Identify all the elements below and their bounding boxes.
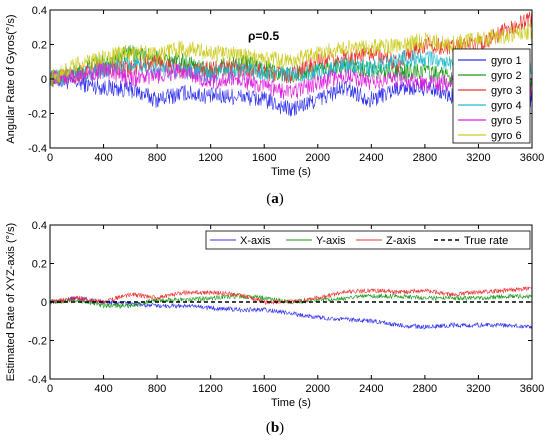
x-tick-label: 1200: [198, 383, 222, 395]
series-line-gyro-1: [50, 70, 532, 117]
y-tick-label: -0.2: [28, 109, 47, 121]
legend-label: Z-axis: [386, 235, 416, 247]
series-line-gyro-4: [50, 49, 532, 88]
series-line-gyro-6: [50, 23, 532, 87]
y-tick-label: 0: [41, 297, 47, 309]
series-line-gyro-5: [50, 62, 532, 100]
x-tick-label: 2400: [359, 383, 383, 395]
legend-label: gyro 5: [491, 115, 522, 127]
series-line-x-axis: [50, 296, 532, 330]
legend: gyro 1 gyro 2 gyro 3 gyro 4 gyro 5 gyro 6: [452, 48, 531, 144]
legend-label: gyro 6: [491, 130, 522, 142]
caption-close-paren: ): [279, 420, 284, 436]
panel-caption: (a): [266, 191, 284, 207]
y-tick-label: 0.2: [32, 259, 47, 271]
y-axis-label: Angular Rate of Gyros(°/s): [5, 14, 17, 143]
x-tick-label: 1600: [252, 152, 276, 164]
legend: X-axis Y-axis Z-axis True rate: [205, 230, 531, 250]
x-axis-label: Time (s): [271, 166, 311, 178]
legend-label: X-axis: [240, 235, 271, 247]
legend-box: [452, 48, 531, 144]
x-tick-label: 0: [47, 152, 53, 164]
legend-label: gyro 2: [491, 70, 522, 82]
x-tick-label: 2400: [359, 152, 383, 164]
y-axis-label: Estimated Rate of XYZ-axis (°/s): [5, 223, 17, 381]
y-tick-label: 0.2: [32, 40, 47, 52]
legend-label: Y-axis: [316, 235, 346, 247]
x-tick-label: 800: [148, 383, 166, 395]
x-tick-label: 400: [94, 383, 112, 395]
legend-label: gyro 3: [491, 85, 522, 97]
caption-close-paren: ): [279, 191, 284, 207]
x-tick-label: 2800: [413, 152, 437, 164]
x-tick-label: 0: [47, 383, 53, 395]
x-tick-label: 3200: [466, 383, 490, 395]
y-tick-label: -0.2: [28, 336, 47, 348]
chart-panel-1: 0 400 800 1200 1600 2000 2400 2800 3200 3600 -0.4 -…: [5, 5, 544, 207]
x-tick-label: 1600: [252, 383, 276, 395]
x-tick-label: 2000: [306, 152, 330, 164]
chart-panel-2: 0 400 800 1200 1600 2000 2400 2800 3200 3600 -0.4 -…: [5, 220, 544, 436]
x-tick-label: 2000: [306, 383, 330, 395]
y-tick-label: -0.4: [28, 374, 47, 386]
y-tick-label: 0.4: [32, 220, 47, 232]
series-group: [50, 286, 532, 330]
x-tick-label: 800: [148, 152, 166, 164]
legend-label: gyro 4: [491, 100, 522, 112]
caption-open-paren: (: [266, 420, 271, 436]
y-tick-label: 0: [41, 74, 47, 86]
y-tick-label: -0.4: [28, 143, 47, 155]
x-tick-label: 1200: [198, 152, 222, 164]
x-tick-label: 3600: [520, 152, 544, 164]
caption-letter: a: [271, 191, 279, 207]
x-axis-label: Time (s): [271, 397, 311, 409]
x-tick-label: 3600: [520, 383, 544, 395]
rho-annotation: ρ=0.5: [248, 29, 279, 43]
legend-label: gyro 1: [491, 55, 522, 67]
caption-letter: b: [271, 420, 279, 436]
legend-label: True rate: [464, 235, 508, 247]
y-tick-label: 0.4: [32, 5, 47, 17]
x-tick-label: 3200: [466, 152, 490, 164]
x-tick-label: 2800: [413, 383, 437, 395]
panel-caption: (b): [266, 420, 284, 436]
caption-open-paren: (: [266, 191, 271, 207]
series-group: [50, 11, 532, 117]
x-tick-label: 400: [94, 152, 112, 164]
